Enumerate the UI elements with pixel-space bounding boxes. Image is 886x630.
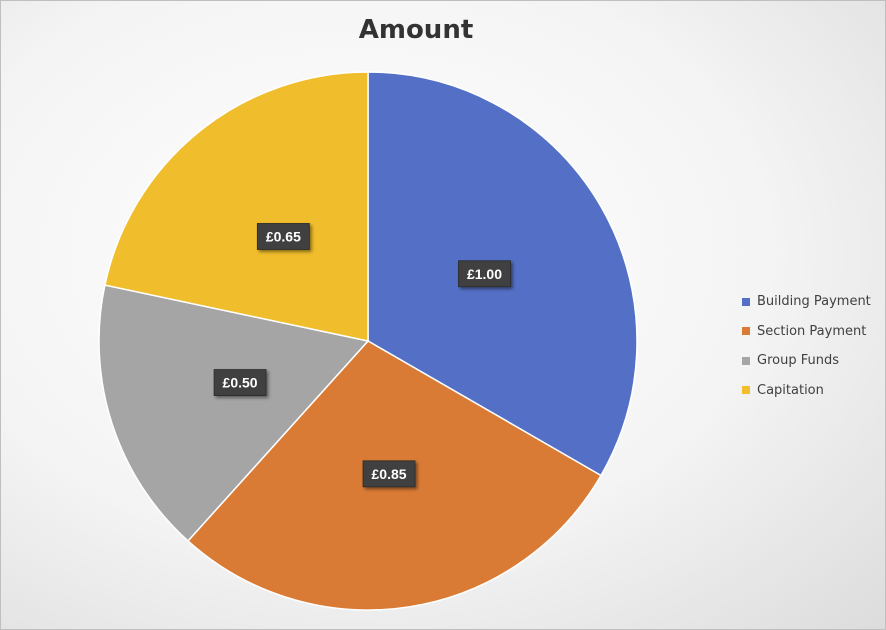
data-label-box <box>213 369 267 396</box>
legend-label: Section Payment <box>757 323 867 339</box>
legend-item: Section Payment <box>742 317 871 347</box>
legend-item: Group Funds <box>742 346 871 376</box>
legend-swatch <box>742 297 750 306</box>
pie-slice-capitation <box>103 71 369 342</box>
data-label-text: £1.00 <box>467 266 502 282</box>
data-label: £1.00 <box>458 260 511 288</box>
data-label-text: £0.50 <box>223 375 258 391</box>
data-label: £0.65 <box>256 223 310 250</box>
pie-slice-group-funds <box>98 284 370 542</box>
data-label-box <box>458 260 511 288</box>
legend-label: Group Funds <box>757 353 839 369</box>
chart-title: Amount <box>358 15 474 45</box>
data-label-text: £0.65 <box>266 228 301 244</box>
legend-swatch <box>742 386 750 395</box>
legend-swatch <box>742 356 750 365</box>
legend-label: Building Payment <box>757 294 871 310</box>
data-label-text: £0.85 <box>372 466 407 482</box>
legend-swatch <box>742 327 750 336</box>
data-label: £0.50 <box>213 369 267 396</box>
data-label-box <box>362 460 416 488</box>
legend-item: Capitation <box>742 376 871 406</box>
legend-label: Capitation <box>757 382 824 398</box>
legend-item: Building Payment <box>742 287 871 317</box>
data-label: £0.85 <box>362 460 416 488</box>
legend: Building Payment Section Payment Group Fun… <box>742 287 871 405</box>
data-label-box <box>256 223 310 250</box>
